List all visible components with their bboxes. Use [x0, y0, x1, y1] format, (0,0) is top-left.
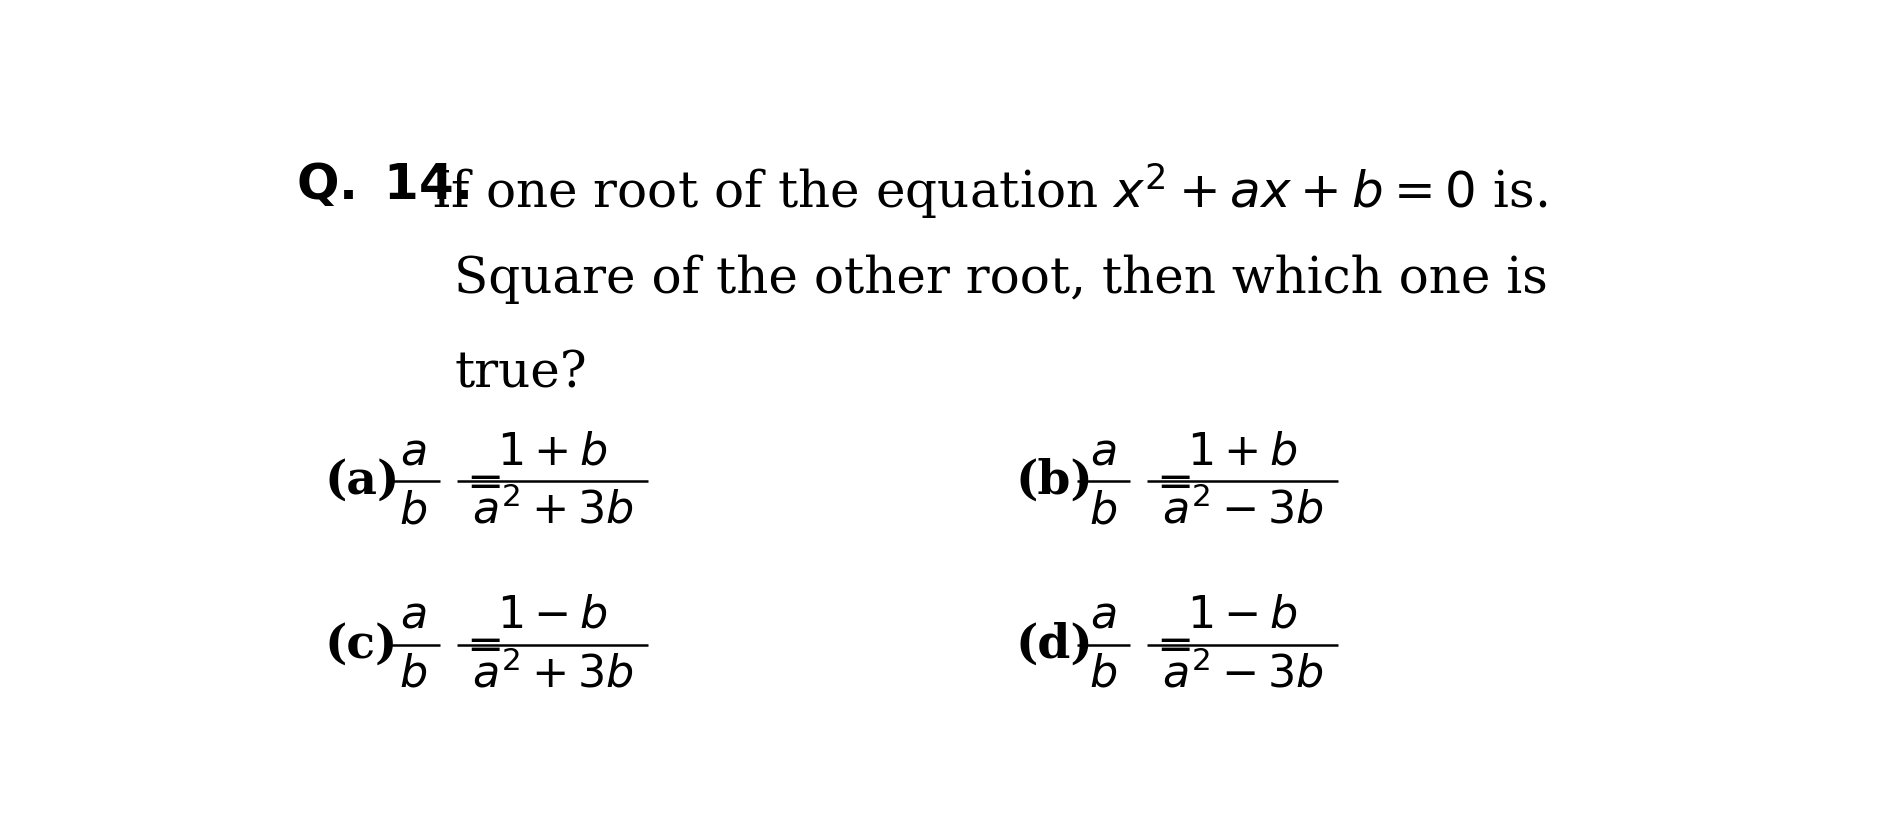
- Text: $\bf{Q.\ 14.}$: $\bf{Q.\ 14.}$: [296, 161, 468, 211]
- Text: $1-b$: $1-b$: [1188, 593, 1298, 636]
- Text: $a$: $a$: [1090, 430, 1116, 473]
- Text: $=$: $=$: [457, 623, 500, 666]
- Text: (b): (b): [1016, 459, 1093, 504]
- Text: Square of the other root, then which one is: Square of the other root, then which one…: [455, 255, 1548, 304]
- Text: $1+b$: $1+b$: [1188, 430, 1298, 473]
- Text: $=$: $=$: [457, 459, 500, 503]
- Text: $b$: $b$: [1090, 489, 1118, 532]
- Text: $b$: $b$: [400, 652, 426, 695]
- Text: $=$: $=$: [1148, 459, 1192, 503]
- Text: $a^2+3b$: $a^2+3b$: [472, 652, 633, 696]
- Text: true?: true?: [455, 349, 587, 399]
- Text: $a^2-3b$: $a^2-3b$: [1162, 488, 1323, 533]
- Text: (a): (a): [326, 459, 400, 504]
- Text: $1-b$: $1-b$: [496, 593, 608, 636]
- Text: (d): (d): [1016, 622, 1093, 667]
- Text: $a^2-3b$: $a^2-3b$: [1162, 652, 1323, 696]
- Text: $1+b$: $1+b$: [496, 430, 608, 473]
- Text: $a$: $a$: [1090, 593, 1116, 636]
- Text: $=$: $=$: [1148, 623, 1192, 666]
- Text: $b$: $b$: [400, 489, 426, 532]
- Text: If one root of the equation $x^2 + ax + b = 0$ is.: If one root of the equation $x^2 + ax + …: [430, 161, 1546, 221]
- Text: $b$: $b$: [1090, 652, 1118, 695]
- Text: $a^2+3b$: $a^2+3b$: [472, 488, 633, 533]
- Text: $a$: $a$: [400, 593, 426, 636]
- Text: (c): (c): [326, 622, 398, 667]
- Text: $a$: $a$: [400, 430, 426, 473]
